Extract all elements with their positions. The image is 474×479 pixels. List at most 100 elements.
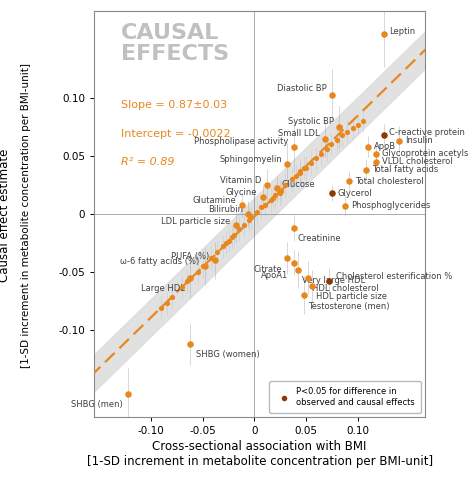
Point [346, 178, 353, 185]
Point [290, 259, 298, 266]
X-axis label: Cross-sectional association with BMI
[1-SD increment in metabolite concentration: Cross-sectional association with BMI [1-… [87, 440, 433, 468]
Text: CAUSAL
EFFECTS: CAUSAL EFFECTS [121, 23, 229, 64]
Text: VLDL cholesterol: VLDL cholesterol [382, 157, 453, 166]
Point [163, 299, 171, 307]
Point [313, 154, 320, 162]
Point [257, 203, 264, 211]
Point [338, 131, 346, 139]
Point [271, 192, 279, 199]
Point [317, 150, 324, 158]
Point [325, 277, 333, 285]
Text: Small LDL: Small LDL [277, 128, 319, 137]
Point [288, 175, 295, 183]
Text: Testosterone (men): Testosterone (men) [308, 302, 390, 310]
Point [259, 193, 266, 200]
Point [222, 239, 229, 247]
Text: Cholesterol esterification %: Cholesterol esterification % [336, 273, 452, 282]
Point [219, 242, 227, 250]
Point [302, 164, 310, 171]
Text: [1-SD increment in metabolite concentration per BMI-unit]: [1-SD increment in metabolite concentrat… [21, 63, 31, 368]
Point [373, 150, 380, 158]
Point [365, 143, 372, 150]
Point [290, 224, 298, 232]
Point [344, 128, 351, 136]
Point [187, 274, 194, 282]
Point [336, 123, 343, 131]
Point [245, 210, 252, 218]
Point [247, 214, 255, 221]
Text: PUFA (%): PUFA (%) [172, 251, 210, 261]
Point [284, 254, 292, 262]
Point [201, 262, 209, 270]
Text: Glutamine: Glutamine [193, 196, 237, 205]
Text: Diastolic BP: Diastolic BP [277, 84, 327, 93]
Text: Sphingomyelin: Sphingomyelin [219, 155, 282, 164]
Point [359, 117, 367, 125]
Point [328, 91, 336, 98]
Point [267, 196, 275, 204]
Point [246, 216, 253, 224]
Point [277, 187, 285, 194]
Point [342, 202, 349, 210]
Text: Glycerol: Glycerol [337, 189, 372, 197]
Point [228, 233, 236, 241]
Point [395, 137, 403, 145]
Text: Glycine: Glycine [226, 188, 257, 197]
Point [230, 231, 237, 239]
Point [284, 160, 292, 168]
Point [263, 181, 271, 189]
Point [199, 262, 207, 270]
Point [213, 248, 221, 256]
Text: ApoA1: ApoA1 [261, 271, 288, 280]
Point [261, 201, 269, 208]
Point [294, 266, 301, 274]
Point [309, 282, 316, 290]
Point [276, 189, 284, 197]
Point [269, 194, 277, 202]
Point [168, 294, 175, 301]
Point [211, 256, 219, 264]
Point [300, 164, 308, 171]
Point [238, 201, 246, 208]
Point [323, 145, 330, 153]
Point [235, 225, 243, 233]
Text: Total cholesterol: Total cholesterol [355, 177, 424, 186]
Text: LDL particle size: LDL particle size [161, 217, 230, 226]
Point [232, 222, 240, 229]
Text: HDL cholesterol: HDL cholesterol [312, 284, 379, 293]
Point [183, 277, 191, 285]
Point [354, 121, 362, 128]
Text: HDL particle size: HDL particle size [317, 292, 387, 301]
Point [225, 237, 232, 244]
Text: Phospholipase activity: Phospholipase activity [194, 137, 288, 146]
Point [362, 166, 370, 174]
Text: Causal effect estimate: Causal effect estimate [0, 149, 11, 282]
Text: C-reactive protein: C-reactive protein [389, 128, 465, 137]
Point [373, 158, 380, 166]
Point [296, 167, 304, 175]
Text: ApoB: ApoB [374, 142, 396, 151]
Point [300, 291, 308, 299]
Text: Citrate: Citrate [253, 264, 282, 274]
Text: Leptin: Leptin [389, 27, 415, 36]
Point [194, 268, 201, 276]
Point [304, 274, 312, 282]
Text: R² = 0.89: R² = 0.89 [121, 157, 174, 167]
Text: Insulin: Insulin [405, 137, 432, 146]
Text: Phosphoglycerides: Phosphoglycerides [351, 201, 430, 210]
Text: Creatinine: Creatinine [298, 234, 341, 243]
Point [333, 136, 341, 144]
Text: Glucose: Glucose [282, 180, 315, 189]
Legend: P<0.05 for difference in
observed and causal effects: P<0.05 for difference in observed and ca… [270, 381, 421, 412]
Text: Slope = 0.87±0.03: Slope = 0.87±0.03 [121, 100, 227, 110]
Point [328, 189, 336, 197]
Point [125, 390, 132, 398]
Point [327, 140, 335, 148]
Point [380, 31, 387, 38]
Point [187, 340, 194, 348]
Point [290, 143, 298, 150]
Text: Large HDL: Large HDL [141, 284, 185, 293]
Point [380, 131, 387, 139]
Point [308, 159, 315, 167]
Point [273, 184, 281, 192]
